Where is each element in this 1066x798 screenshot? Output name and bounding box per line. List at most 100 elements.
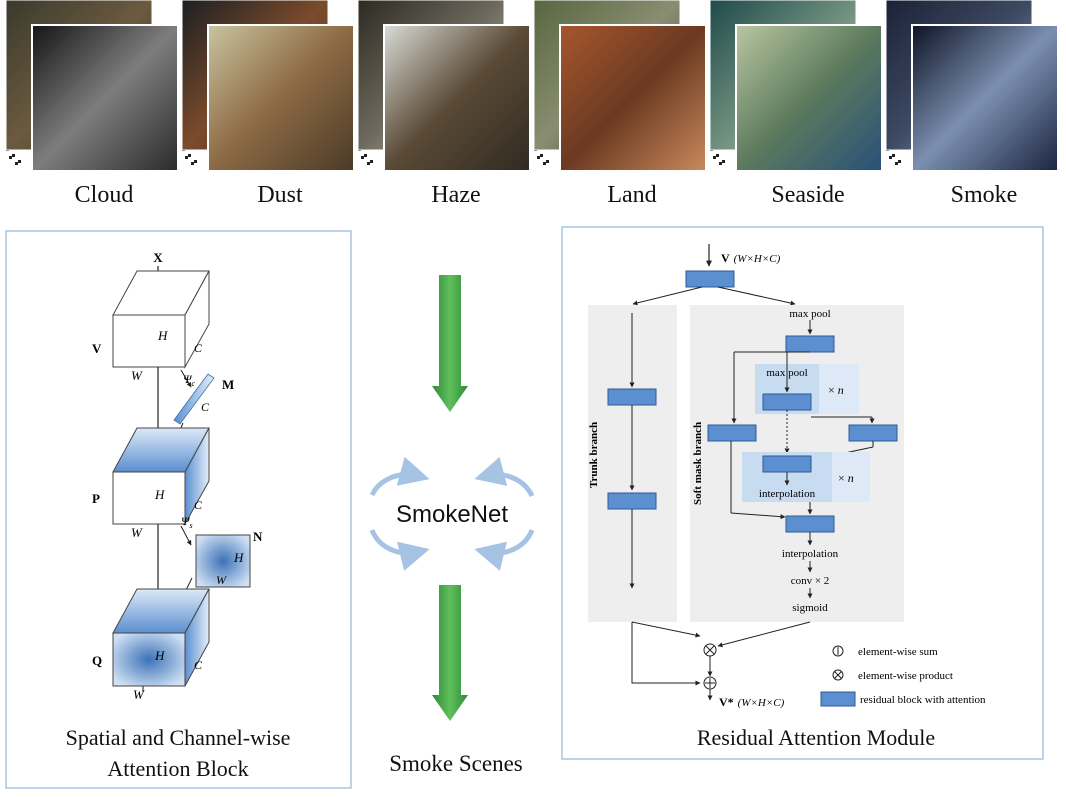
block-mask-left <box>707 424 757 442</box>
scene-strip: Cloud Dust Haze Land Seaside Smoke <box>5 0 1059 208</box>
sum-node <box>703 676 717 690</box>
conv-label: conv × 2 <box>791 575 830 587</box>
cycle-arrow-lower-right <box>474 529 535 571</box>
output-label: V* (W×H×C) <box>719 695 785 709</box>
stack-dot <box>367 162 370 165</box>
interpolation-label-1: interpolation <box>759 488 816 500</box>
stack-dot <box>898 160 901 163</box>
stack-dot <box>713 156 716 159</box>
smoke-scenes-label: Smoke Scenes <box>389 751 523 776</box>
label-p: P <box>92 491 100 506</box>
legend: element-wise sum element-wise product re… <box>820 645 986 707</box>
legend-product-text: element-wise product <box>858 670 953 682</box>
arrow-identity-skip <box>631 622 701 686</box>
arrow-left-merge <box>730 512 786 520</box>
stack-dot <box>361 156 364 159</box>
block-input <box>685 270 735 288</box>
highlight-maxpool-times <box>819 364 859 414</box>
stack-dot <box>895 162 898 165</box>
label-n-w: W <box>216 573 227 587</box>
scene-label: Land <box>607 182 656 208</box>
stack-dot <box>543 162 546 165</box>
block-mask-1 <box>785 335 835 353</box>
label-m: M <box>222 377 234 392</box>
label-v: V <box>92 341 102 356</box>
stack-dot <box>719 162 722 165</box>
stack-dot <box>191 162 194 165</box>
block-trunk-2 <box>607 492 657 510</box>
cycle-arrow-upper-left <box>369 456 430 497</box>
label-psi-s: Ψs <box>181 514 193 530</box>
max-pool-label-1: max pool <box>789 308 830 320</box>
stack-dot <box>12 154 15 157</box>
sigmoid-label: sigmoid <box>792 602 828 614</box>
stack-dot <box>364 154 367 157</box>
cube-q <box>112 588 210 687</box>
label-p-c: C <box>194 498 203 512</box>
scene-front-image <box>735 24 883 172</box>
block-mask-4 <box>785 515 835 533</box>
highlight-interp-times <box>832 452 870 502</box>
input-label: V (W×H×C) <box>721 251 781 265</box>
center-column: SmokeNet Smoke Scenes <box>369 275 535 776</box>
label-q-c: C <box>194 658 203 672</box>
stack-dot <box>537 156 540 159</box>
label-v-c: C <box>194 341 203 355</box>
plane-m <box>173 373 215 425</box>
interpolation-label-2: interpolation <box>782 548 839 560</box>
green-arrow-top <box>432 275 468 412</box>
stack-dot <box>546 160 549 163</box>
scene-front-image <box>31 24 179 172</box>
legend-product-icon <box>832 669 844 681</box>
right-panel-title: Residual Attention Module <box>697 725 935 750</box>
scene-label: Cloud <box>75 182 134 208</box>
arrow-split-trunk <box>632 286 703 306</box>
stack-dot <box>194 160 197 163</box>
scene-front-image <box>207 24 355 172</box>
block-mask-right <box>848 424 898 442</box>
product-node <box>703 643 717 657</box>
arrow-mask-to-product <box>717 621 811 648</box>
green-arrow-bottom <box>432 585 468 721</box>
arrow-split-mask <box>717 286 796 306</box>
label-q: Q <box>92 653 102 668</box>
legend-block-text: residual block with attention <box>860 694 986 706</box>
label-n-h: H <box>233 550 244 565</box>
smokenet-label: SmokeNet <box>396 501 508 528</box>
scene-label: Haze <box>431 182 480 208</box>
stack-dot <box>889 156 892 159</box>
residual-attention-panel: V (W×H×C) Trunk branch Soft mask branch m… <box>561 226 1044 760</box>
scene-front-image <box>559 24 707 172</box>
stack-dot <box>15 162 18 165</box>
label-v-w: W <box>131 368 143 383</box>
arrow-psi-c <box>180 369 192 388</box>
scene-dust: Dust <box>181 0 355 208</box>
scene-label: Dust <box>257 182 303 208</box>
label-p-w: W <box>131 525 143 540</box>
scene-cloud: Cloud <box>5 0 179 208</box>
soft-mask-branch-label: Soft mask branch <box>692 422 704 505</box>
stack-dot <box>185 156 188 159</box>
stack-dot <box>188 154 191 157</box>
stack-dot <box>540 154 543 157</box>
stack-dot <box>9 156 12 159</box>
trunk-branch-label: Trunk branch <box>588 422 600 488</box>
label-q-h: H <box>154 648 165 663</box>
scene-label: Smoke <box>951 182 1018 208</box>
scene-haze: Haze <box>357 0 531 208</box>
stack-dot <box>892 154 895 157</box>
map-n <box>195 534 251 588</box>
scene-land: Land <box>533 0 707 208</box>
cycle-arrow-lower-left <box>369 529 430 571</box>
label-n: N <box>253 529 263 544</box>
label-v-h: H <box>157 328 168 343</box>
left-panel-title-line2: Attention Block <box>107 756 248 781</box>
legend-block-icon <box>820 691 856 707</box>
stack-dot <box>722 160 725 163</box>
scene-front-image <box>911 24 1059 172</box>
legend-sum-icon <box>832 645 844 657</box>
scene-front-image <box>383 24 531 172</box>
stack-dot <box>716 154 719 157</box>
